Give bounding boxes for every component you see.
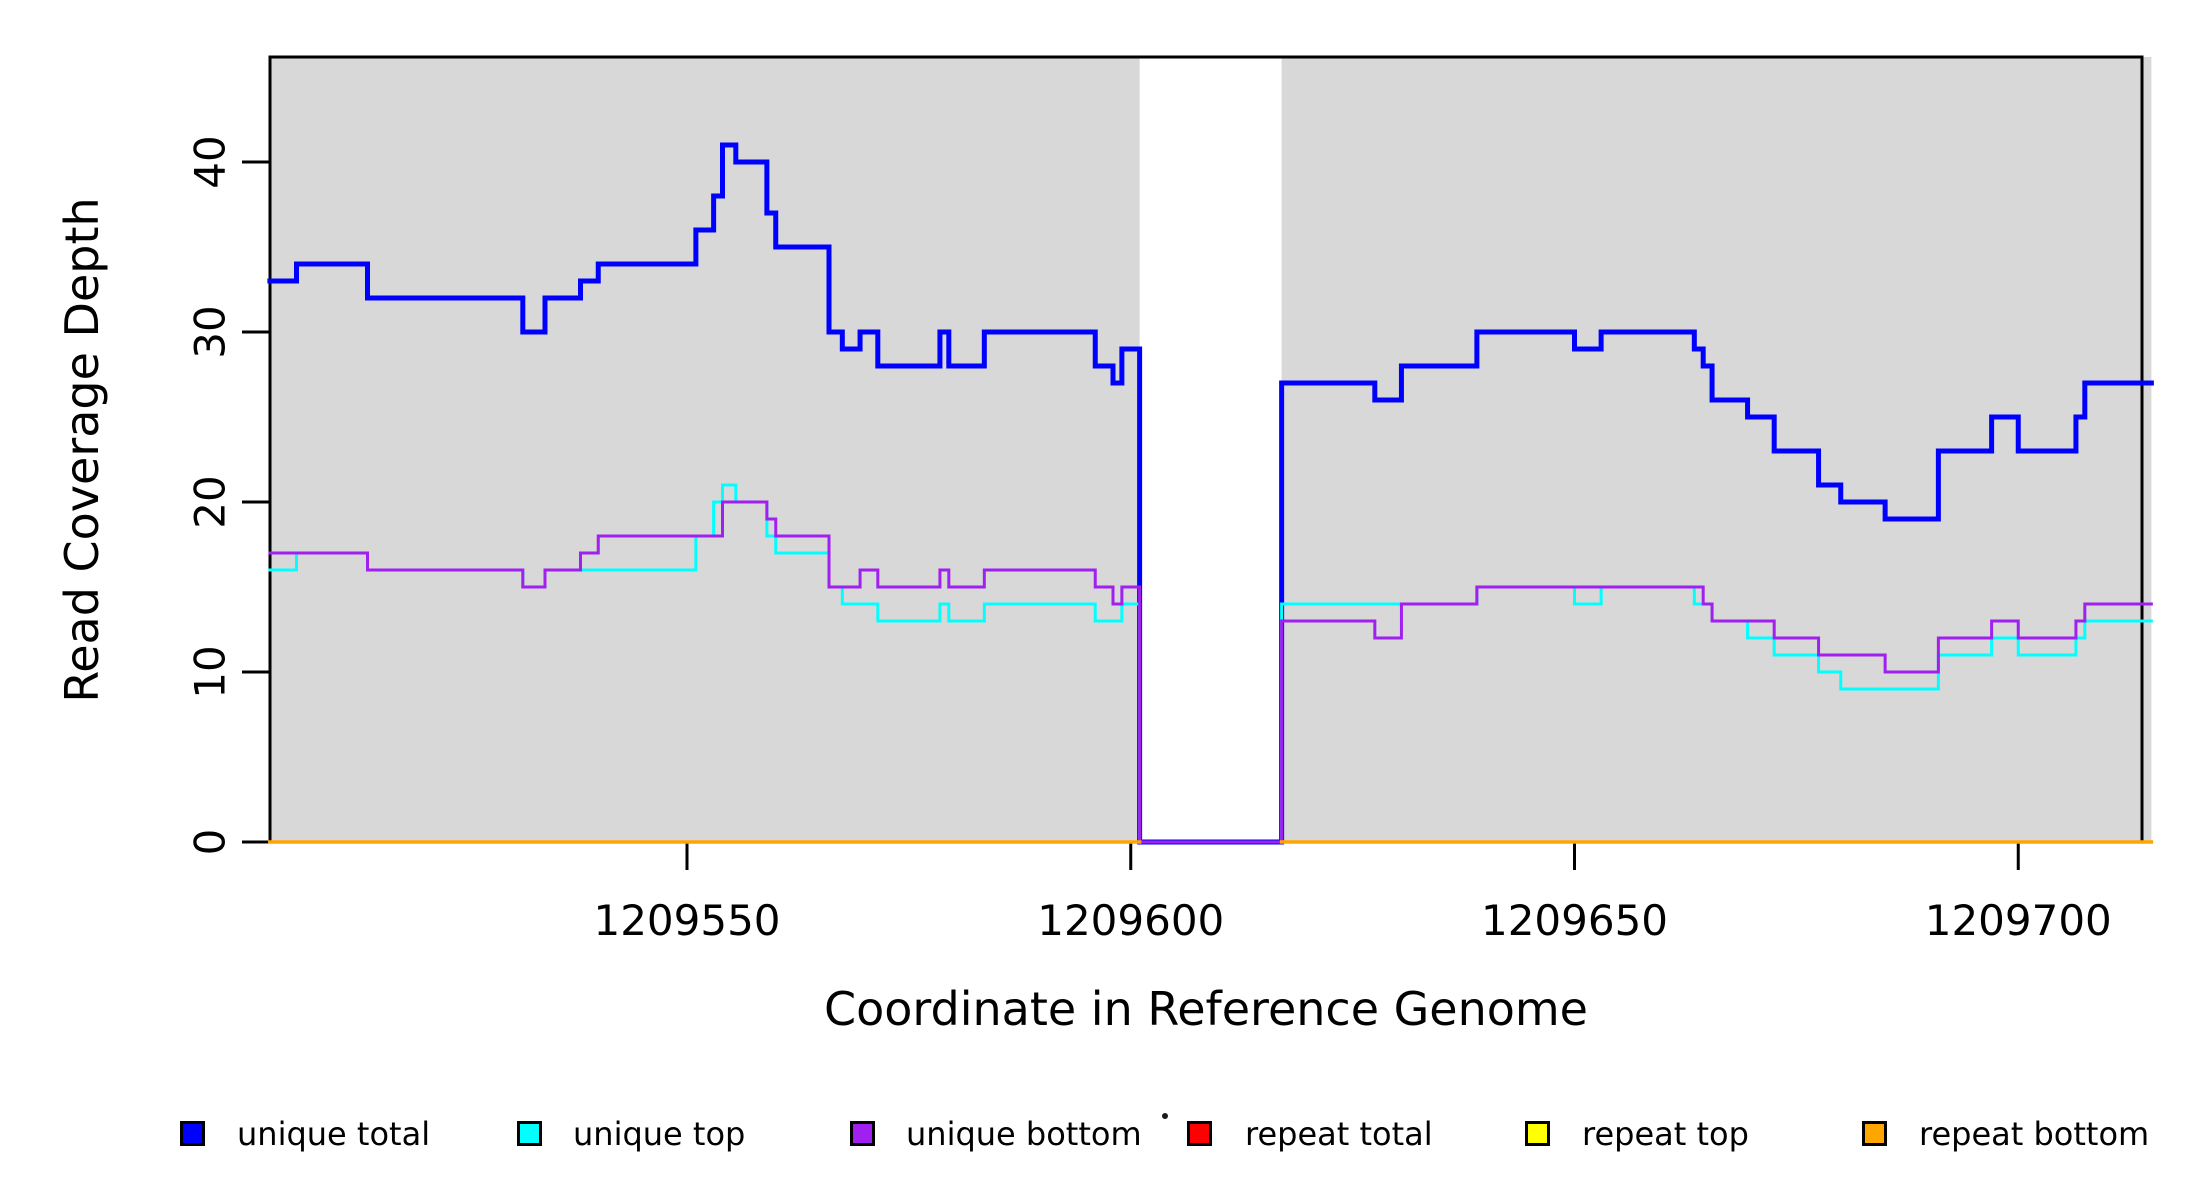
- unique-total-swatch: [180, 1121, 205, 1146]
- legend-label: repeat top: [1582, 1115, 1749, 1153]
- x-tick-label: 1209650: [1480, 896, 1669, 945]
- legend-label: repeat total: [1245, 1115, 1433, 1153]
- legend-label: repeat bottom: [1919, 1115, 2150, 1153]
- legend-label: unique total: [237, 1115, 431, 1153]
- repeat-top-swatch: [1525, 1121, 1550, 1146]
- unique-top-swatch: [517, 1121, 542, 1146]
- x-tick-label: 1209550: [593, 896, 781, 945]
- x-axis-title: Coordinate in Reference Genome: [824, 982, 1588, 1036]
- shaded-alignment-region: [269, 57, 1140, 842]
- stray-point-dot: [1162, 1113, 1168, 1119]
- legend-label: unique top: [573, 1115, 746, 1153]
- unique-bottom-swatch: [850, 1121, 875, 1146]
- repeat-total-swatch: [1187, 1121, 1212, 1146]
- series-unique-bottom-line: [268, 500, 2153, 844]
- shaded-alignment-region: [1281, 57, 2152, 842]
- series-unique-total-line: [267, 142, 2154, 845]
- repeat-bottom-swatch: [1862, 1121, 1887, 1146]
- x-tick-label: 1209700: [1924, 896, 2112, 945]
- x-tick-label: 1209600: [1037, 896, 1225, 945]
- legend-label: unique bottom: [906, 1115, 1142, 1153]
- series-unique-top-line: [268, 483, 2153, 844]
